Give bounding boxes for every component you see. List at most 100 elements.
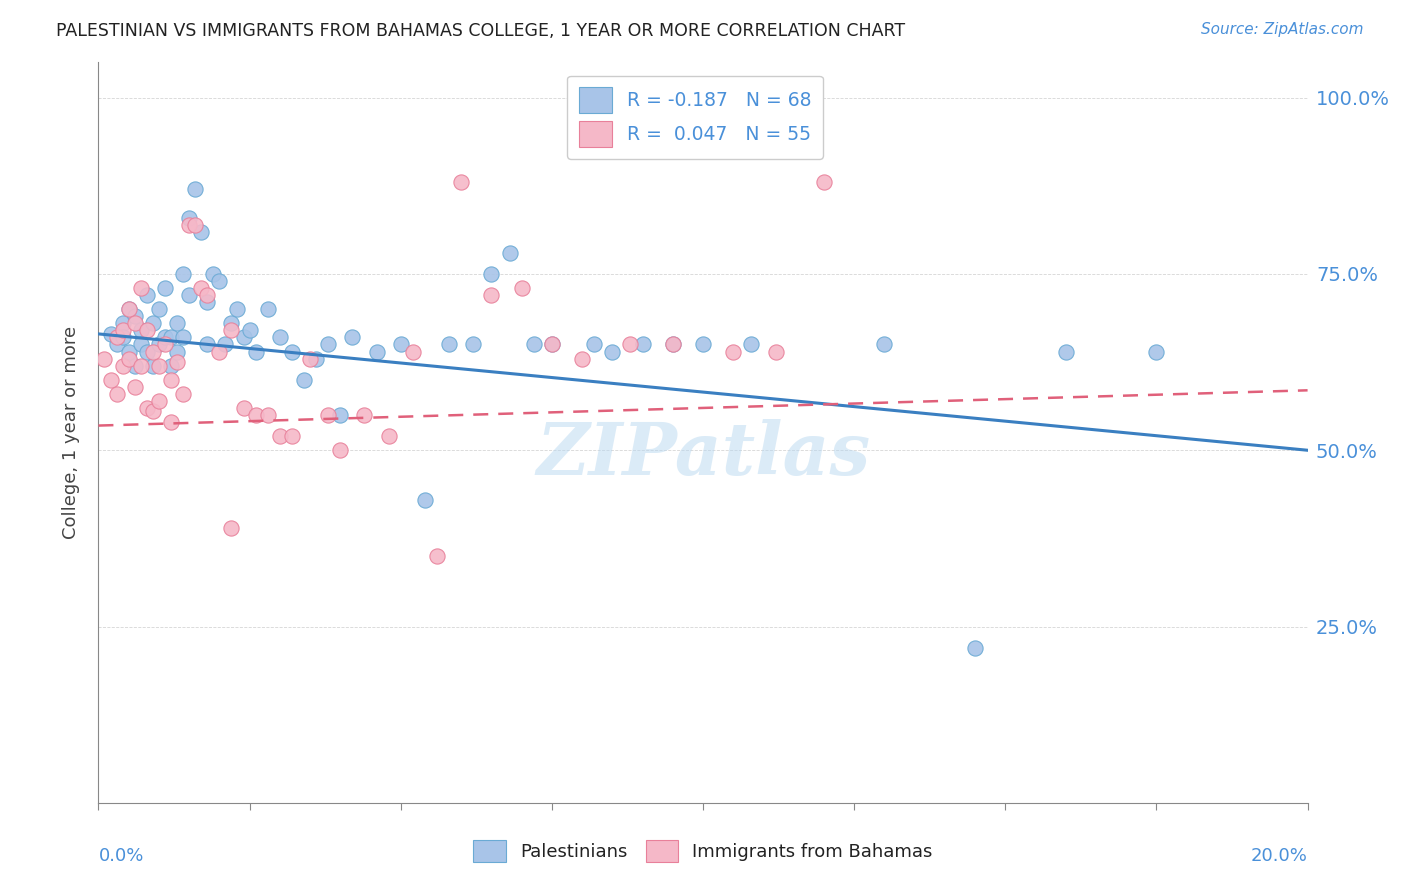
Text: Source: ZipAtlas.com: Source: ZipAtlas.com	[1201, 22, 1364, 37]
Point	[179, 288, 201, 302]
Point	[463, 337, 485, 351]
Point	[160, 373, 183, 387]
Point	[965, 640, 987, 655]
Point	[571, 351, 593, 366]
Point	[329, 443, 352, 458]
Point	[184, 218, 207, 232]
Point	[873, 337, 896, 351]
Point	[256, 408, 278, 422]
Point	[129, 359, 152, 373]
Point	[402, 344, 425, 359]
Point	[153, 330, 176, 344]
Point	[232, 330, 254, 344]
Point	[172, 330, 194, 344]
Point	[153, 337, 176, 351]
Point	[208, 344, 231, 359]
Point	[195, 337, 218, 351]
Point	[1054, 344, 1077, 359]
Point	[105, 337, 128, 351]
Point	[281, 344, 304, 359]
Point	[160, 415, 183, 429]
Point	[269, 429, 291, 443]
Point	[124, 316, 146, 330]
Point	[160, 330, 183, 344]
Point	[135, 288, 157, 302]
Point	[481, 288, 503, 302]
Point	[602, 344, 624, 359]
Point	[226, 302, 249, 317]
Point	[245, 344, 267, 359]
Point	[118, 302, 141, 317]
Text: PALESTINIAN VS IMMIGRANTS FROM BAHAMAS COLLEGE, 1 YEAR OR MORE CORRELATION CHART: PALESTINIAN VS IMMIGRANTS FROM BAHAMAS C…	[56, 22, 905, 40]
Text: ZIPatlas: ZIPatlas	[536, 419, 870, 491]
Point	[172, 387, 194, 401]
Point	[723, 344, 745, 359]
Point	[540, 337, 562, 351]
Point	[190, 225, 212, 239]
Point	[221, 316, 243, 330]
Point	[124, 310, 146, 324]
Point	[389, 337, 412, 351]
Point	[661, 337, 683, 351]
Point	[105, 330, 128, 344]
Point	[450, 175, 472, 189]
Point	[377, 429, 399, 443]
Point	[232, 401, 254, 415]
Point	[329, 408, 352, 422]
Point	[160, 359, 183, 373]
Point	[100, 326, 122, 341]
Point	[135, 323, 157, 337]
Point	[111, 359, 134, 373]
Point	[142, 316, 165, 330]
Point	[1144, 344, 1167, 359]
Point	[208, 274, 231, 288]
Point	[118, 344, 141, 359]
Point	[523, 337, 546, 351]
Point	[765, 344, 787, 359]
Point	[166, 355, 188, 369]
Point	[813, 175, 835, 189]
Point	[631, 337, 654, 351]
Point	[124, 359, 146, 373]
Point	[195, 288, 218, 302]
Point	[437, 337, 460, 351]
Point	[498, 245, 520, 260]
Point	[153, 281, 176, 295]
Point	[129, 281, 152, 295]
Point	[105, 387, 128, 401]
Point	[190, 281, 212, 295]
Point	[214, 337, 236, 351]
Point	[184, 182, 207, 196]
Point	[540, 337, 562, 351]
Point	[179, 218, 201, 232]
Point	[583, 337, 606, 351]
Point	[111, 316, 134, 330]
Point	[256, 302, 278, 317]
Y-axis label: College, 1 year or more: College, 1 year or more	[62, 326, 80, 539]
Point	[148, 302, 170, 317]
Point	[316, 408, 339, 422]
Point	[661, 337, 683, 351]
Point	[142, 344, 165, 359]
Legend: Palestinians, Immigrants from Bahamas: Palestinians, Immigrants from Bahamas	[465, 833, 941, 870]
Point	[111, 330, 134, 344]
Point	[172, 267, 194, 281]
Point	[135, 401, 157, 415]
Point	[305, 351, 328, 366]
Point	[353, 408, 375, 422]
Point	[269, 330, 291, 344]
Point	[316, 337, 339, 351]
Point	[299, 351, 322, 366]
Point	[129, 323, 152, 337]
Legend: R = -0.187   N = 68, R =  0.047   N = 55: R = -0.187 N = 68, R = 0.047 N = 55	[567, 76, 823, 159]
Text: 0.0%: 0.0%	[98, 847, 143, 865]
Point	[221, 323, 243, 337]
Point	[111, 323, 134, 337]
Point	[142, 359, 165, 373]
Point	[148, 393, 170, 408]
Point	[481, 267, 503, 281]
Point	[124, 380, 146, 394]
Point	[148, 359, 170, 373]
Point	[292, 373, 315, 387]
Point	[366, 344, 388, 359]
